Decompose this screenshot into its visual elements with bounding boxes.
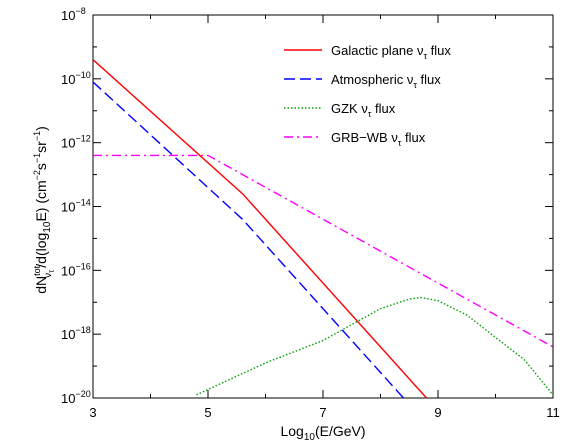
series-line-atmospheric	[93, 81, 405, 398]
y-title-mid2: E) (cm	[33, 180, 49, 221]
x-tick-label: 7	[319, 405, 326, 420]
x-tick-label: 9	[434, 405, 441, 420]
y-axis-title: dNtotντ/d(log10E) (cm−2s−1sr−1)	[32, 126, 56, 294]
series-line-gzk	[196, 296, 553, 396]
legend-label: Galactic plane ντ flux	[331, 43, 451, 61]
y-title-nu: ν	[43, 273, 54, 278]
y-title-exp1: −2	[32, 170, 42, 180]
y-title-dn: dN	[33, 276, 49, 294]
y-title-ten: 10	[42, 221, 53, 233]
y-tick-label: 10−20	[61, 389, 91, 406]
y-title-exp2: −1	[32, 153, 42, 163]
y-title-exp3: −1	[32, 131, 42, 141]
y-tick-labels: 10−20 10−18 10−16 10−14 10−12 10−10 10−8	[61, 6, 91, 406]
axis-ticks	[92, 14, 554, 399]
x-axis-title: Log10(E/GeV)	[280, 423, 365, 443]
x-tick-label: 11	[546, 405, 560, 420]
legend-label: GZK ντ flux	[331, 101, 396, 119]
y-tick-label: 10−8	[61, 6, 86, 23]
y-title-tot: tot	[32, 265, 42, 276]
series-line-galactic-plane	[93, 59, 428, 398]
y-tick-label: 10−12	[61, 134, 91, 151]
x-axis-title-pre: Log	[280, 423, 303, 439]
legend-label: Atmospheric ντ flux	[331, 72, 441, 90]
series-line-grb-wb	[93, 154, 553, 348]
x-tick-label: 3	[89, 405, 96, 420]
series-lines	[93, 59, 553, 398]
y-title-tau: τ	[47, 269, 56, 273]
legend: Galactic plane ντ flux Atmospheric ντ flu…	[284, 43, 451, 148]
x-axis-title-post: (E/GeV)	[315, 423, 366, 439]
y-tick-label: 10−10	[61, 70, 91, 87]
y-tick-label: 10−14	[61, 198, 91, 215]
y-tick-label: 10−16	[61, 261, 91, 278]
y-title-sr: sr	[33, 141, 49, 153]
y-title-s: s	[33, 163, 49, 170]
x-tick-labels: 3 5 7 9 11	[89, 405, 559, 420]
y-title-end: )	[33, 126, 49, 131]
x-tick-label: 5	[204, 405, 211, 420]
x-axis-title-sub: 10	[304, 432, 316, 443]
y-tick-label: 10−18	[61, 325, 91, 342]
legend-label: GRB−WB ντ flux	[331, 130, 426, 148]
y-title-mid: /d(log	[33, 233, 49, 268]
